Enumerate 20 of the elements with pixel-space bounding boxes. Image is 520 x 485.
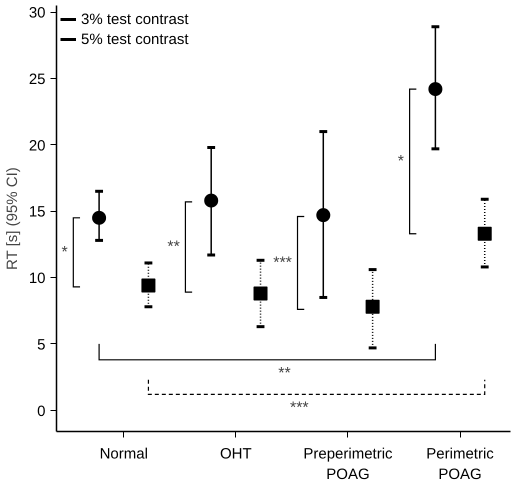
x-tick-label: Perimetric POAG: [426, 446, 494, 483]
y-axis-title: RT [s] (95% CI): [4, 167, 21, 270]
legend-label: 3% test contrast: [81, 10, 189, 28]
annotation: ***: [273, 254, 292, 272]
y-tick-label: 0: [37, 402, 46, 420]
legend-label: 5% test contrast: [81, 30, 189, 48]
x-tick-label: OHT: [220, 446, 252, 462]
text: *: [61, 244, 68, 261]
annotation: ***: [290, 400, 309, 417]
y-tick-label: 5: [37, 336, 46, 354]
y-tick-label: 10: [28, 270, 46, 288]
y-tick-label: 15: [28, 204, 46, 221]
annotation: **: [167, 238, 180, 256]
y-tick-label: 25: [28, 70, 46, 88]
annotation: *: [398, 152, 404, 170]
x-tick-label: Preperimetric POAG: [303, 446, 394, 483]
x-tick-label: Normal: [100, 446, 148, 462]
annotation: **: [278, 365, 291, 382]
y-tick-label: 20: [28, 137, 46, 154]
y-tick-label: 30: [28, 4, 46, 22]
